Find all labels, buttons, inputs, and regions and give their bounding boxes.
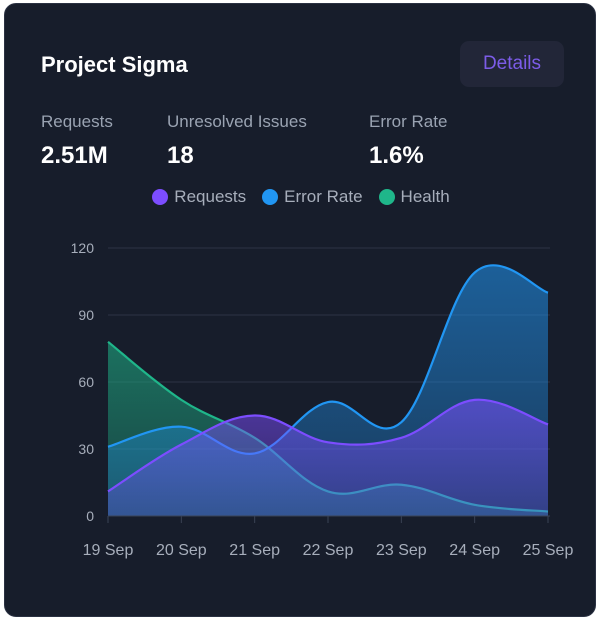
- legend-dot: [378, 189, 395, 205]
- project-card: Project Sigma Details Requests 2.51M Unr…: [4, 3, 596, 617]
- series-area-requests: [108, 399, 548, 516]
- x-tick-label: 24 Sep: [449, 542, 500, 559]
- x-tick-label: 23 Sep: [376, 542, 427, 559]
- series-line-error-rate: [107, 264, 549, 455]
- stat-label: Error Rate: [369, 112, 448, 131]
- legend-item-health[interactable]: Health: [378, 187, 450, 207]
- area-chart: 0 30 60 90 120 19 Sep 20 Sep 21 Sep 22 Sep 23 Sep…: [71, 240, 574, 559]
- legend-dot: [262, 189, 279, 205]
- legend-item-requests[interactable]: Requests: [152, 187, 246, 207]
- x-tick-label: 20 Sep: [156, 542, 207, 559]
- y-tick-label: 120: [71, 240, 95, 256]
- y-tick-label: 90: [78, 307, 94, 323]
- legend-dot: [152, 189, 169, 205]
- details-button[interactable]: Details: [460, 41, 564, 87]
- legend-label: Error Rate: [284, 187, 363, 206]
- stat-value: 18: [167, 142, 194, 169]
- stat-error-rate: Error Rate 1.6%: [369, 112, 447, 170]
- x-tick-label: 19 Sep: [83, 542, 134, 559]
- stat-label: Unresolved Issues: [167, 112, 307, 131]
- x-tick-label: 25 Sep: [523, 542, 574, 559]
- legend-label: Health: [400, 187, 450, 206]
- stat-label: Requests: [41, 112, 113, 131]
- stat-unresolved-issues: Unresolved Issues 18: [167, 112, 307, 170]
- stat-requests: Requests 2.51M: [41, 112, 113, 170]
- series-line-requests: [107, 398, 549, 493]
- legend-item-error-rate[interactable]: Error Rate: [262, 187, 363, 207]
- x-tick-label: 22 Sep: [303, 542, 354, 559]
- chart-legend: Requests Error Rate Health: [5, 187, 597, 207]
- y-tick-label: 0: [86, 508, 94, 524]
- legend-label: Requests: [174, 187, 247, 206]
- y-tick-label: 60: [78, 374, 94, 390]
- x-tick-label: 21 Sep: [229, 542, 280, 559]
- stat-value: 2.51M: [41, 142, 108, 169]
- card-title: Project Sigma: [41, 52, 188, 77]
- stat-value: 1.6%: [369, 142, 424, 169]
- y-tick-label: 30: [78, 441, 94, 457]
